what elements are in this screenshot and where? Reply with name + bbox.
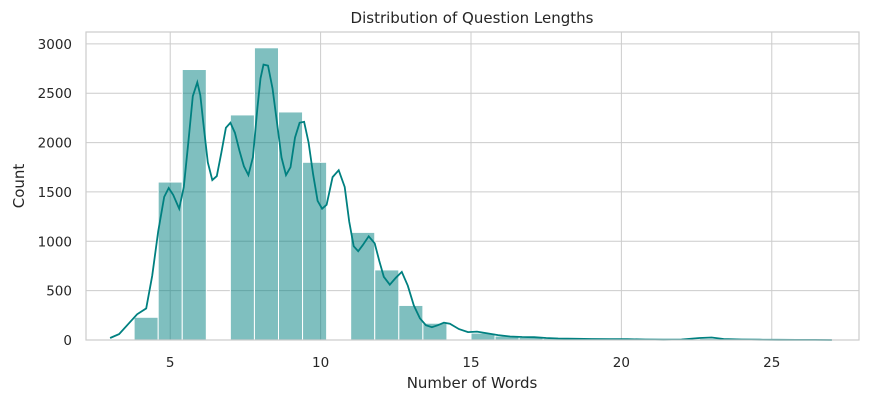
histogram-bars — [133, 47, 833, 341]
histogram-bar — [350, 231, 376, 341]
histogram-bar — [229, 114, 255, 341]
x-axis-label: Number of Words — [407, 374, 538, 392]
y-axis-ticks: 0 500 1000 1500 2000 2500 3000 — [38, 37, 72, 349]
histogram-bar — [133, 316, 159, 341]
x-tick-label: 15 — [462, 355, 479, 371]
histogram-bar — [277, 111, 304, 341]
y-tick-label: 0 — [63, 333, 72, 349]
y-tick-label: 1500 — [38, 185, 72, 201]
x-tick-label: 5 — [166, 355, 175, 371]
x-tick-label: 10 — [312, 355, 329, 371]
y-tick-label: 3000 — [38, 37, 72, 53]
kde-curve — [109, 63, 832, 341]
y-tick-label: 2500 — [38, 86, 72, 102]
x-axis-ticks: 5 10 15 20 25 — [166, 355, 780, 371]
y-tick-label: 2000 — [38, 136, 72, 152]
histogram-bar — [398, 304, 424, 341]
y-axis-label: Count — [10, 164, 28, 209]
plot-frame — [85, 31, 860, 341]
y-tick-label: 500 — [46, 284, 72, 300]
y-tick-label: 1000 — [38, 234, 72, 250]
histogram-bar — [253, 47, 279, 341]
x-tick-label: 25 — [763, 355, 780, 371]
x-tick-label: 20 — [613, 355, 630, 371]
chart-title: Distribution of Question Lengths — [351, 9, 594, 27]
histogram-bar — [302, 161, 328, 341]
